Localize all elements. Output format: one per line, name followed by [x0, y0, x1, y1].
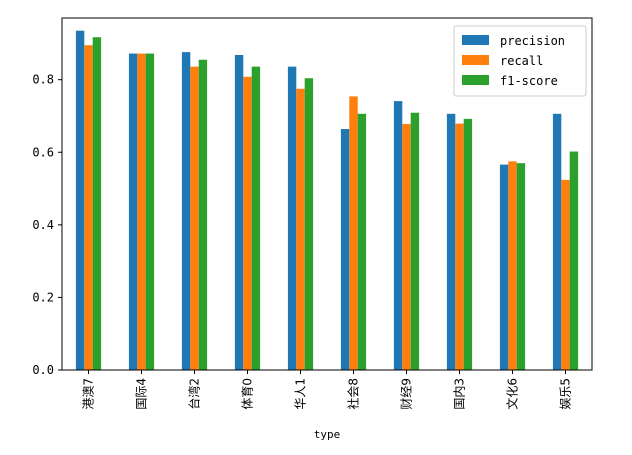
bar-recall-4 — [296, 88, 305, 371]
y-tick-label: 0.2 — [32, 290, 54, 304]
x-category-label: 财经9 — [400, 378, 414, 410]
bar-precision-3 — [234, 55, 244, 370]
bar-recall-7 — [455, 123, 464, 370]
bar-recall-3 — [243, 76, 252, 370]
y-tick-label: 0.6 — [32, 145, 54, 159]
bar-precision-2 — [181, 52, 191, 371]
bar-precision-5 — [340, 129, 350, 370]
bar-recall-8 — [508, 161, 517, 370]
bar-f1-score-6 — [410, 112, 420, 370]
bar-precision-8 — [499, 164, 509, 370]
y-tick-label: 0.8 — [32, 73, 54, 87]
bar-f1-score-7 — [463, 118, 473, 370]
x-category-label: 华人1 — [294, 378, 308, 410]
x-axis-label: type — [314, 428, 341, 441]
bar-f1-score-9 — [569, 151, 579, 370]
bar-precision-0 — [75, 30, 85, 371]
bar-recall-0 — [84, 45, 93, 371]
bar-precision-1 — [128, 53, 138, 370]
legend-label-precision: precision — [500, 34, 565, 48]
legend-label-f1-score: f1-score — [500, 74, 558, 88]
legend-label-recall: recall — [500, 54, 543, 68]
bar-f1-score-8 — [516, 163, 526, 370]
bar-recall-5 — [349, 96, 358, 370]
bar-precision-4 — [287, 66, 297, 370]
bar-f1-score-2 — [198, 59, 208, 370]
y-axis: 0.0 0.2 0.4 0.6 0.8 — [32, 73, 62, 377]
legend-swatch-f1-score — [462, 75, 489, 85]
legend-swatch-recall — [462, 55, 489, 65]
x-category-label: 文化6 — [505, 378, 520, 410]
legend: precision recall f1-score — [453, 25, 587, 97]
x-category-label: 体育0 — [240, 378, 255, 410]
bar-f1-score-4 — [304, 78, 314, 371]
bars-layer — [75, 30, 579, 371]
x-category-label: 娱乐5 — [559, 378, 573, 410]
bar-recall-1 — [137, 53, 146, 370]
bar-precision-9 — [552, 113, 562, 370]
bar-f1-score-0 — [92, 37, 102, 370]
bar-recall-2 — [190, 66, 199, 370]
x-category-label: 港澳7 — [82, 378, 96, 410]
x-category-label: 社会8 — [346, 378, 361, 410]
bar-precision-6 — [393, 101, 403, 371]
plot-frame — [61, 17, 593, 371]
bar-precision-7 — [446, 113, 456, 370]
bar-f1-score-1 — [145, 53, 155, 370]
x-category-label: 国内3 — [453, 378, 467, 410]
x-category-label: 国际4 — [135, 378, 149, 410]
bar-f1-score-3 — [251, 66, 261, 370]
x-category-label: 台湾2 — [187, 378, 202, 410]
y-tick-label: 0.0 — [32, 363, 54, 377]
y-tick-label: 0.4 — [32, 218, 54, 232]
bar-f1-score-5 — [357, 113, 367, 370]
bar-recall-9 — [561, 179, 570, 370]
x-axis: 港澳7 国际4 台湾2 体育0 华人1 社会8 财经9 国内3 文化6 娱乐5 — [82, 370, 573, 410]
bar-recall-6 — [402, 123, 411, 370]
legend-swatch-precision — [462, 35, 489, 45]
